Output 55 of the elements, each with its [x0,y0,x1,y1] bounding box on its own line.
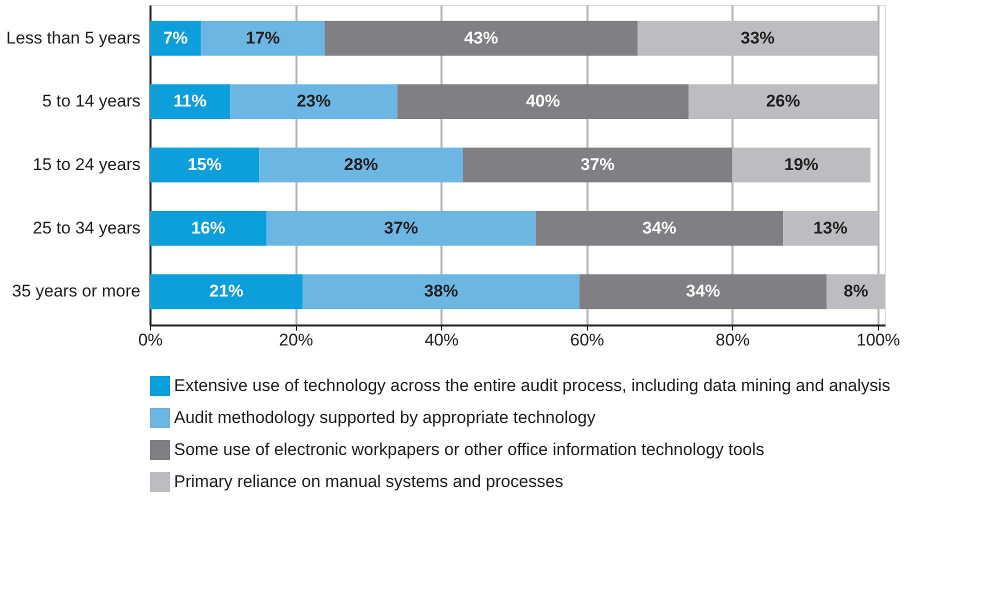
data-label: 16% [191,218,226,238]
x-tick-label: 80% [716,330,750,350]
bar [266,210,536,246]
data-label: 38% [424,282,458,301]
bar [150,148,260,182]
x-tick-label: 100% [856,330,900,350]
x-tick-label: 40% [424,330,459,350]
bar [302,274,580,310]
legend-label: Audit methodology supported by appropriate technology [174,408,596,427]
data-label: 23% [296,92,331,111]
data-label: 37% [384,218,418,238]
x-tick-label: 20% [279,330,314,350]
bar [150,210,266,246]
y-tick-label: 15 to 24 years [32,155,140,174]
y-tick-label: Less than 5 years [6,28,140,48]
legend-label: Some use of electronic workpapers or other office information technology tools [174,440,764,459]
bar [150,274,303,310]
data-label: 43% [464,28,498,48]
data-label: 21% [209,282,244,301]
data-label: 28% [344,155,378,174]
y-tick-label: 25 to 34 years [32,218,140,238]
bar [536,210,784,246]
bar [688,84,878,120]
data-label: 37% [580,155,615,174]
legend-label: Extensive use of technology across the entire audit process, including data mining and analysis [174,376,890,395]
data-label: 7% [163,28,188,48]
bar [579,274,827,310]
data-label: 19% [784,155,818,174]
data-label: 17% [246,28,280,48]
bar [230,84,398,120]
bar [638,20,878,56]
data-label: 34% [642,218,676,238]
y-tick-label: 35 years or more [12,282,140,301]
bar [200,20,325,56]
bar [783,210,878,246]
data-label: 11% [173,92,207,111]
x-tick-label: 60% [570,330,604,350]
bar [150,84,230,120]
data-label: 26% [766,92,800,111]
bar [732,148,870,182]
x-tick-label: 0% [138,330,163,350]
bar [826,274,885,310]
data-label: 8% [844,282,868,301]
y-tick-label: 5 to 14 years [42,92,140,111]
data-label: 15% [188,155,222,174]
bar [150,20,201,56]
bar [397,84,689,120]
bar [462,148,732,182]
data-label: 33% [740,28,775,48]
data-label: 40% [526,92,560,111]
legend-label: Primary reliance on manual systems and processes [174,472,564,491]
bar [259,148,463,182]
bar [324,20,638,56]
data-label: 13% [813,218,848,238]
data-label: 34% [686,282,720,301]
